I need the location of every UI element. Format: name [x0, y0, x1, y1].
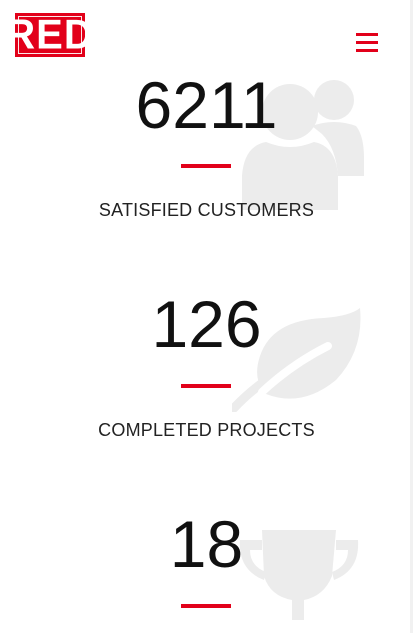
menu-button[interactable]	[356, 33, 378, 52]
logo-text: RED	[6, 11, 94, 59]
hamburger-menu-icon	[356, 41, 378, 44]
counter-value: 6211	[135, 68, 278, 142]
counter-label: SATISFIED CUSTOMERS	[98, 200, 315, 220]
counter-completed-projects: 126 COMPLETED PROJECTS	[0, 0, 413, 440]
counter-value: 126	[151, 287, 262, 361]
page-scrollbar[interactable]	[410, 0, 413, 633]
leaf-icon	[232, 308, 361, 412]
counter-third: 18	[0, 0, 413, 620]
counter-divider	[181, 164, 231, 168]
hamburger-menu-icon	[356, 49, 378, 52]
counter-label: COMPLETED PROJECTS	[98, 420, 315, 440]
counter-divider	[181, 604, 231, 608]
hamburger-menu-icon	[356, 33, 378, 36]
users-icon	[242, 80, 364, 210]
brand-logo[interactable]: RED	[6, 13, 93, 57]
trophy-icon	[239, 530, 359, 620]
counter-divider	[181, 384, 231, 388]
counter-satisfied-customers: 6211 SATISFIED CUSTOMERS	[0, 0, 413, 220]
counter-value: 18	[169, 507, 244, 581]
